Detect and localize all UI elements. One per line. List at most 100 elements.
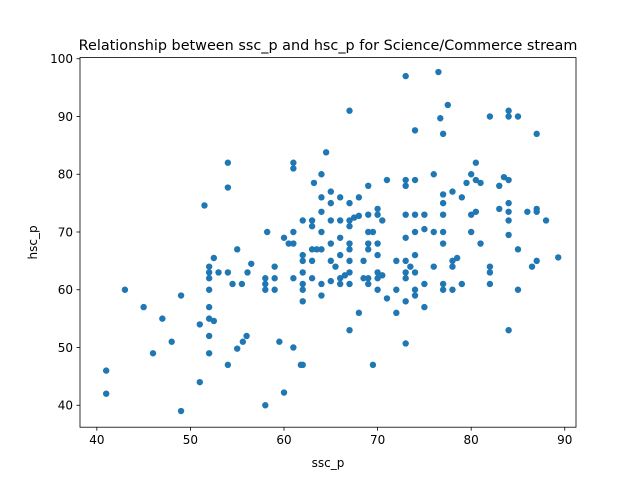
data-point bbox=[205, 275, 213, 282]
x-tick-label: 40 bbox=[89, 433, 104, 447]
data-point bbox=[327, 240, 335, 247]
data-point bbox=[524, 208, 531, 215]
data-point bbox=[411, 211, 419, 218]
chart-title: Relationship between ssc_p and hsc_p for… bbox=[79, 38, 578, 54]
data-point bbox=[439, 280, 447, 288]
data-point bbox=[140, 303, 147, 311]
data-point bbox=[308, 275, 316, 282]
data-point bbox=[299, 280, 306, 288]
data-point bbox=[374, 269, 381, 276]
plot-frame bbox=[79, 57, 577, 428]
data-point bbox=[290, 228, 297, 236]
data-point bbox=[346, 217, 353, 224]
data-point bbox=[327, 277, 335, 285]
data-point bbox=[402, 257, 409, 265]
data-point bbox=[234, 345, 241, 352]
data-point bbox=[437, 115, 444, 122]
data-point bbox=[467, 171, 475, 178]
y-tick-label: 40 bbox=[58, 399, 73, 413]
data-point bbox=[411, 251, 419, 259]
x-axis-label: ssc_p bbox=[312, 456, 345, 470]
data-point bbox=[402, 176, 409, 184]
data-point bbox=[299, 217, 306, 224]
data-point bbox=[262, 286, 269, 293]
data-point bbox=[299, 257, 306, 265]
data-point bbox=[215, 269, 222, 276]
data-point bbox=[439, 130, 447, 138]
data-point bbox=[542, 217, 550, 224]
data-point bbox=[318, 292, 325, 299]
data-point bbox=[346, 280, 353, 288]
data-point bbox=[360, 275, 367, 282]
x-tick-label: 50 bbox=[183, 433, 198, 447]
data-point bbox=[290, 159, 297, 166]
data-point bbox=[346, 326, 353, 334]
data-point bbox=[365, 280, 372, 288]
data-point bbox=[210, 254, 218, 262]
x-axis: 40 50 60 70 80 90 bbox=[89, 427, 572, 447]
data-point bbox=[505, 231, 512, 239]
data-point bbox=[205, 269, 213, 276]
data-point bbox=[360, 257, 367, 265]
y-axis-label: hsc_p bbox=[26, 225, 40, 259]
data-point bbox=[374, 275, 381, 282]
data-point bbox=[355, 194, 363, 201]
data-point bbox=[402, 269, 409, 276]
data-point bbox=[290, 165, 297, 172]
data-point bbox=[402, 298, 409, 305]
data-point bbox=[205, 286, 213, 293]
data-point bbox=[177, 292, 185, 299]
data-point bbox=[467, 211, 475, 218]
data-point bbox=[402, 211, 409, 218]
data-point bbox=[297, 361, 305, 369]
data-point bbox=[322, 149, 330, 156]
data-point bbox=[299, 298, 306, 305]
data-point bbox=[533, 130, 540, 138]
data-point bbox=[365, 246, 372, 253]
data-point bbox=[205, 332, 213, 340]
data-point bbox=[402, 182, 409, 190]
data-point bbox=[346, 223, 353, 230]
data-point bbox=[336, 234, 344, 241]
data-point bbox=[411, 269, 419, 276]
data-point bbox=[402, 275, 409, 282]
data-point bbox=[421, 225, 428, 233]
data-point bbox=[224, 361, 232, 369]
data-point bbox=[196, 378, 203, 386]
data-point bbox=[374, 251, 381, 259]
data-point bbox=[346, 199, 353, 207]
data-point bbox=[205, 303, 213, 311]
y-tick-label: 90 bbox=[58, 110, 73, 124]
data-point bbox=[486, 280, 494, 288]
data-point bbox=[402, 72, 409, 80]
data-point bbox=[411, 228, 419, 236]
data-point bbox=[430, 171, 437, 178]
data-point bbox=[318, 194, 325, 201]
data-point bbox=[308, 217, 316, 224]
data-point bbox=[332, 263, 339, 270]
data-point bbox=[453, 254, 461, 262]
data-point bbox=[201, 202, 208, 209]
data-point bbox=[430, 228, 437, 236]
data-point bbox=[229, 280, 236, 288]
data-point bbox=[299, 251, 306, 259]
data-point bbox=[383, 176, 391, 184]
data-point bbox=[505, 199, 512, 207]
data-point bbox=[411, 176, 419, 184]
data-point bbox=[444, 101, 451, 109]
data-point bbox=[318, 171, 325, 178]
data-point bbox=[285, 240, 292, 247]
y-axis: 40 50 60 70 80 90 100 bbox=[50, 52, 80, 413]
data-point bbox=[411, 286, 419, 293]
data-point bbox=[421, 303, 428, 311]
data-point bbox=[439, 286, 447, 293]
y-tick-label: 70 bbox=[58, 225, 73, 239]
data-point bbox=[472, 159, 480, 166]
data-point bbox=[505, 208, 512, 215]
data-point bbox=[449, 263, 456, 270]
data-point bbox=[411, 127, 419, 134]
data-point bbox=[327, 188, 335, 195]
data-point bbox=[514, 286, 522, 293]
data-point bbox=[239, 338, 247, 345]
